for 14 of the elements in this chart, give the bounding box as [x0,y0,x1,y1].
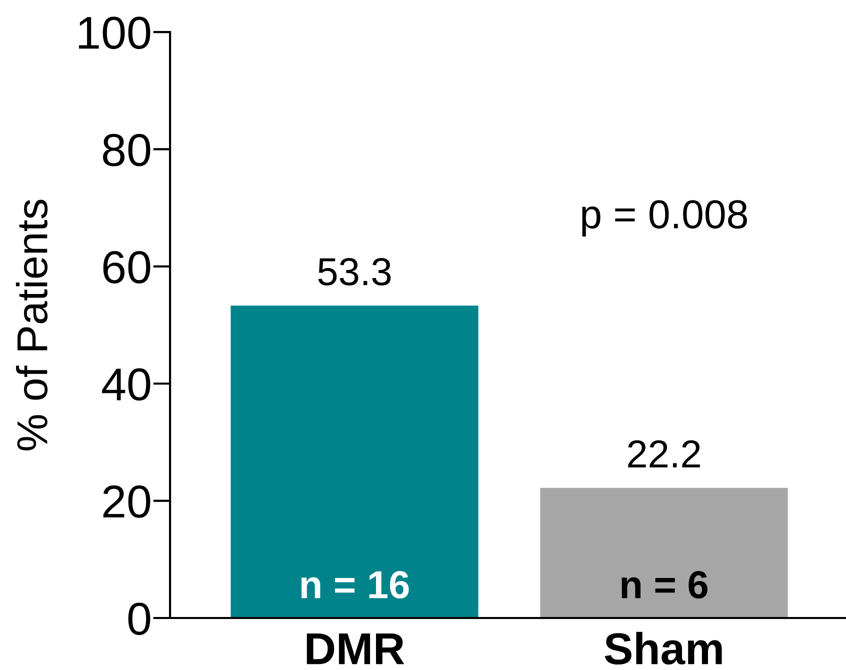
annotation: n = 16 [301,571,409,599]
y-tick-label: 20 [103,485,150,518]
data-label: 53.3 [318,258,391,286]
x-tick-label: Sham [604,632,722,665]
y-tick-label: 100 [79,16,150,50]
annotation: n = 6 [622,571,708,599]
y-axis-title: % of Patients [16,200,48,450]
y-tick-label: 0 [128,602,150,636]
data-label: 22.2 [628,440,700,468]
annotation: p = 0.008 [582,200,747,237]
x-tick-label: DMR [306,634,404,664]
y-tick-label: 80 [103,134,150,166]
y-tick-label: 40 [102,368,150,401]
y-tick-label: 60 [103,251,150,284]
